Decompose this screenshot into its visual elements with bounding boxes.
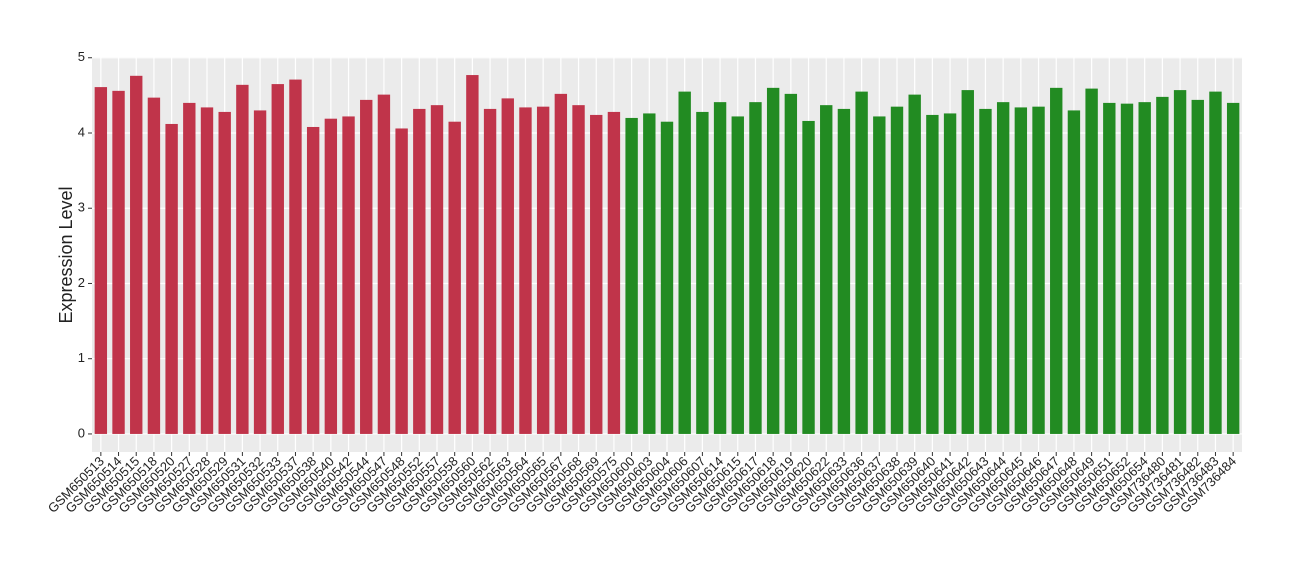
bar bbox=[536, 106, 550, 434]
bar bbox=[1209, 91, 1222, 434]
bar bbox=[289, 79, 302, 434]
bar bbox=[183, 102, 196, 434]
bar bbox=[1085, 88, 1098, 434]
bar bbox=[678, 91, 691, 434]
bar bbox=[713, 102, 727, 434]
bar bbox=[890, 106, 904, 434]
bar bbox=[466, 75, 479, 434]
bar bbox=[1103, 102, 1116, 434]
bar bbox=[1226, 102, 1240, 434]
bar bbox=[873, 116, 886, 434]
y-tick-label: 0 bbox=[78, 425, 85, 440]
bar bbox=[130, 75, 143, 434]
bar bbox=[766, 87, 780, 434]
bar bbox=[979, 108, 992, 434]
bar bbox=[1067, 110, 1081, 434]
bar bbox=[1014, 107, 1028, 434]
bar bbox=[519, 107, 532, 434]
bar bbox=[554, 93, 568, 434]
bar bbox=[961, 90, 974, 434]
bar bbox=[306, 126, 320, 434]
y-tick-label: 3 bbox=[78, 200, 85, 215]
bar bbox=[112, 90, 125, 434]
bar bbox=[377, 94, 391, 434]
bar bbox=[165, 123, 178, 434]
bar bbox=[625, 117, 638, 434]
bar bbox=[200, 107, 214, 434]
bar bbox=[820, 105, 833, 434]
bar bbox=[1173, 90, 1187, 434]
bar bbox=[342, 116, 355, 434]
bar bbox=[802, 120, 815, 434]
bar bbox=[324, 118, 338, 434]
bar bbox=[1191, 99, 1204, 434]
bar bbox=[926, 114, 939, 434]
bar bbox=[572, 105, 585, 434]
bar bbox=[360, 99, 373, 434]
bar bbox=[1120, 103, 1134, 434]
y-tick-label: 2 bbox=[78, 275, 85, 290]
bar bbox=[660, 121, 674, 434]
bar bbox=[643, 113, 656, 434]
y-tick-label: 1 bbox=[78, 350, 85, 365]
bar bbox=[943, 113, 957, 434]
bar bbox=[271, 84, 284, 434]
bar bbox=[784, 93, 798, 434]
bar bbox=[1050, 87, 1063, 434]
bar bbox=[855, 91, 868, 434]
bar bbox=[395, 128, 408, 434]
bar bbox=[590, 114, 603, 434]
bar bbox=[908, 94, 921, 434]
bar bbox=[448, 121, 461, 434]
y-tick-label: 5 bbox=[78, 49, 85, 64]
bar bbox=[218, 111, 231, 434]
bar bbox=[236, 84, 249, 434]
bar bbox=[147, 97, 161, 434]
bar bbox=[696, 111, 709, 434]
bar bbox=[1032, 106, 1045, 434]
bar bbox=[501, 98, 514, 434]
bar bbox=[837, 108, 851, 434]
bar bbox=[413, 108, 426, 434]
bar bbox=[996, 102, 1010, 434]
bar bbox=[1138, 102, 1151, 434]
bar bbox=[430, 105, 444, 434]
y-tick-label: 4 bbox=[78, 124, 85, 139]
y-axis-label: Expression Level bbox=[56, 186, 76, 323]
bar bbox=[607, 111, 621, 434]
bar bbox=[749, 102, 762, 434]
bar bbox=[483, 108, 497, 434]
bar bbox=[731, 116, 744, 434]
bar bbox=[253, 110, 267, 434]
bar bbox=[94, 87, 108, 434]
bar bbox=[1156, 96, 1169, 434]
